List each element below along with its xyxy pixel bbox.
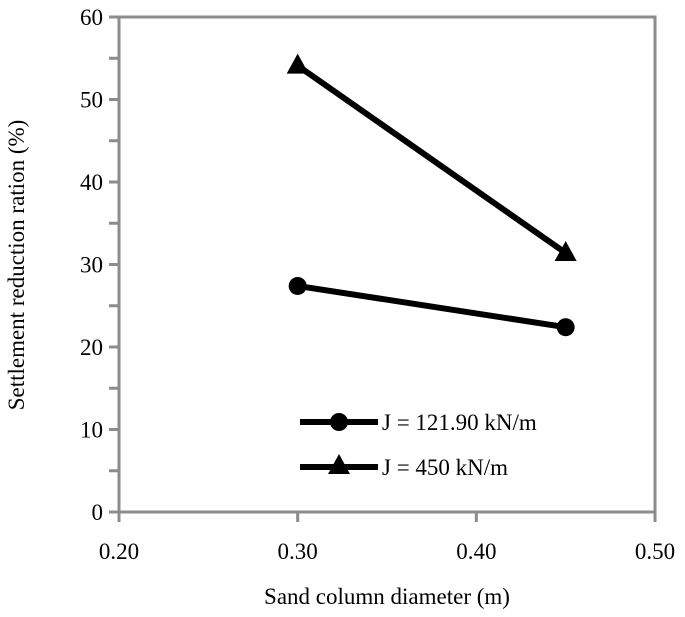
circle-marker-icon [330,413,348,431]
legend-label: J = 121.90 kN/m [382,410,537,435]
legend-label: J = 450 kN/m [382,455,508,480]
legend-item: J = 121.90 kN/m [300,410,537,435]
y-tick-label: 10 [80,418,103,443]
y-tick-label: 40 [80,170,103,195]
series-line [295,63,568,256]
x-axis-ticks: 0.20 0.30 0.40 0.50 [99,512,675,564]
legend-item: J = 450 kN/m [300,454,508,480]
y-tick-label: 60 [80,5,103,30]
plot-border [117,15,657,514]
y-tick-label: 0 [92,500,104,525]
x-tick-label: 0.30 [278,539,318,564]
triangle-marker-icon [554,240,577,261]
y-axis-ticks: 0 10 20 30 40 50 60 [80,5,119,525]
y-axis-title: Settlement reduction ration (%) [4,120,29,411]
x-tick-label: 0.50 [635,539,675,564]
x-tick-label: 0.40 [456,539,496,564]
triangle-marker-icon [328,454,350,474]
y-tick-label: 30 [80,253,103,278]
x-axis-title: Sand column diameter (m) [264,584,510,609]
circle-marker-icon [556,318,575,337]
triangle-marker-icon [286,53,309,74]
data-series [286,53,577,337]
y-tick-label: 50 [80,88,103,113]
y-tick-label: 20 [80,335,103,360]
x-tick-label: 0.20 [99,539,139,564]
legend: J = 121.90 kN/m J = 450 kN/m [300,410,537,480]
series-triangle [286,53,577,261]
series-circle [288,276,575,337]
plot-frame [117,15,657,514]
circle-marker-icon [288,276,307,295]
series-line [297,282,567,331]
